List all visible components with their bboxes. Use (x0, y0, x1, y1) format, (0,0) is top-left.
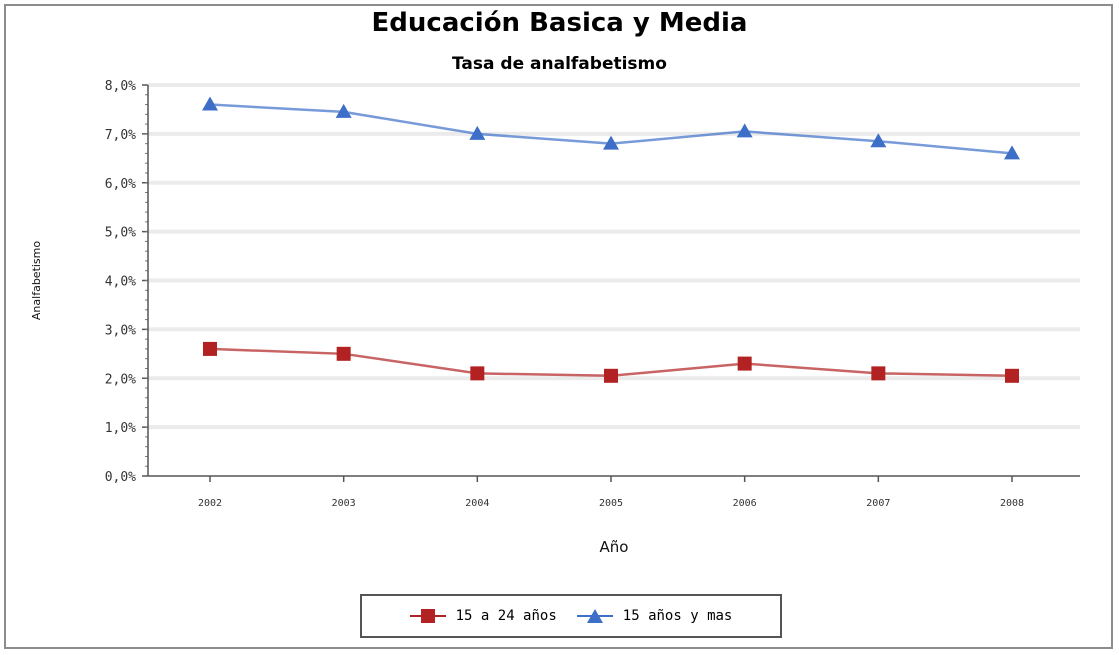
x-tick-label: 2008 (1000, 498, 1024, 509)
x-tick-label: 2007 (866, 498, 890, 509)
triangle-marker-icon (576, 608, 613, 624)
data-point-series-1 (335, 103, 352, 118)
x-tick-label: 2004 (465, 498, 489, 509)
y-tick-label: 5,0% (105, 226, 136, 241)
data-point-series-0 (336, 346, 351, 361)
data-point-series-0 (604, 368, 618, 383)
y-tick-label: 7,0% (105, 128, 136, 143)
square-marker-icon (409, 608, 446, 624)
data-point-series-1 (1004, 145, 1020, 160)
legend-item-series-1: 15 años y mas (576, 608, 733, 624)
y-tick-label: 3,0% (105, 323, 136, 338)
data-point-series-1 (603, 135, 619, 150)
x-tick-label: 2003 (332, 498, 356, 509)
data-point-series-1 (469, 125, 486, 140)
y-tick-label: 1,0% (105, 421, 136, 436)
legend-label-series-0: 15 a 24 años (455, 608, 557, 624)
legend: 15 a 24 años 15 años y mas (360, 594, 782, 638)
chart-subtitle: Tasa de analfabetismo (452, 54, 667, 74)
data-point-series-0 (203, 341, 217, 356)
y-tick-label: 6,0% (105, 177, 136, 192)
data-point-series-0 (737, 356, 752, 371)
y-tick-label: 4,0% (105, 275, 136, 290)
y-tick-label: 8,0% (105, 79, 136, 94)
data-point-series-0 (1005, 368, 1019, 383)
data-point-series-0 (470, 366, 485, 381)
x-axis-label: Año (600, 538, 629, 556)
chart-title: Educación Basica y Media (371, 8, 748, 38)
x-tick-label: 2006 (733, 498, 757, 509)
legend-item-series-0: 15 a 24 años (409, 608, 557, 624)
data-point-series-0 (871, 366, 886, 381)
data-point-series-1 (870, 133, 887, 148)
data-point-series-1 (736, 123, 753, 138)
y-axis-label: Analfabetismo (30, 241, 43, 320)
data-point-series-1 (202, 96, 218, 111)
y-tick-label: 0,0% (105, 470, 136, 485)
x-tick-label: 2002 (198, 498, 222, 509)
legend-label-series-1: 15 años y mas (622, 608, 733, 624)
x-tick-label: 2005 (599, 498, 623, 509)
y-tick-label: 2,0% (105, 372, 136, 387)
